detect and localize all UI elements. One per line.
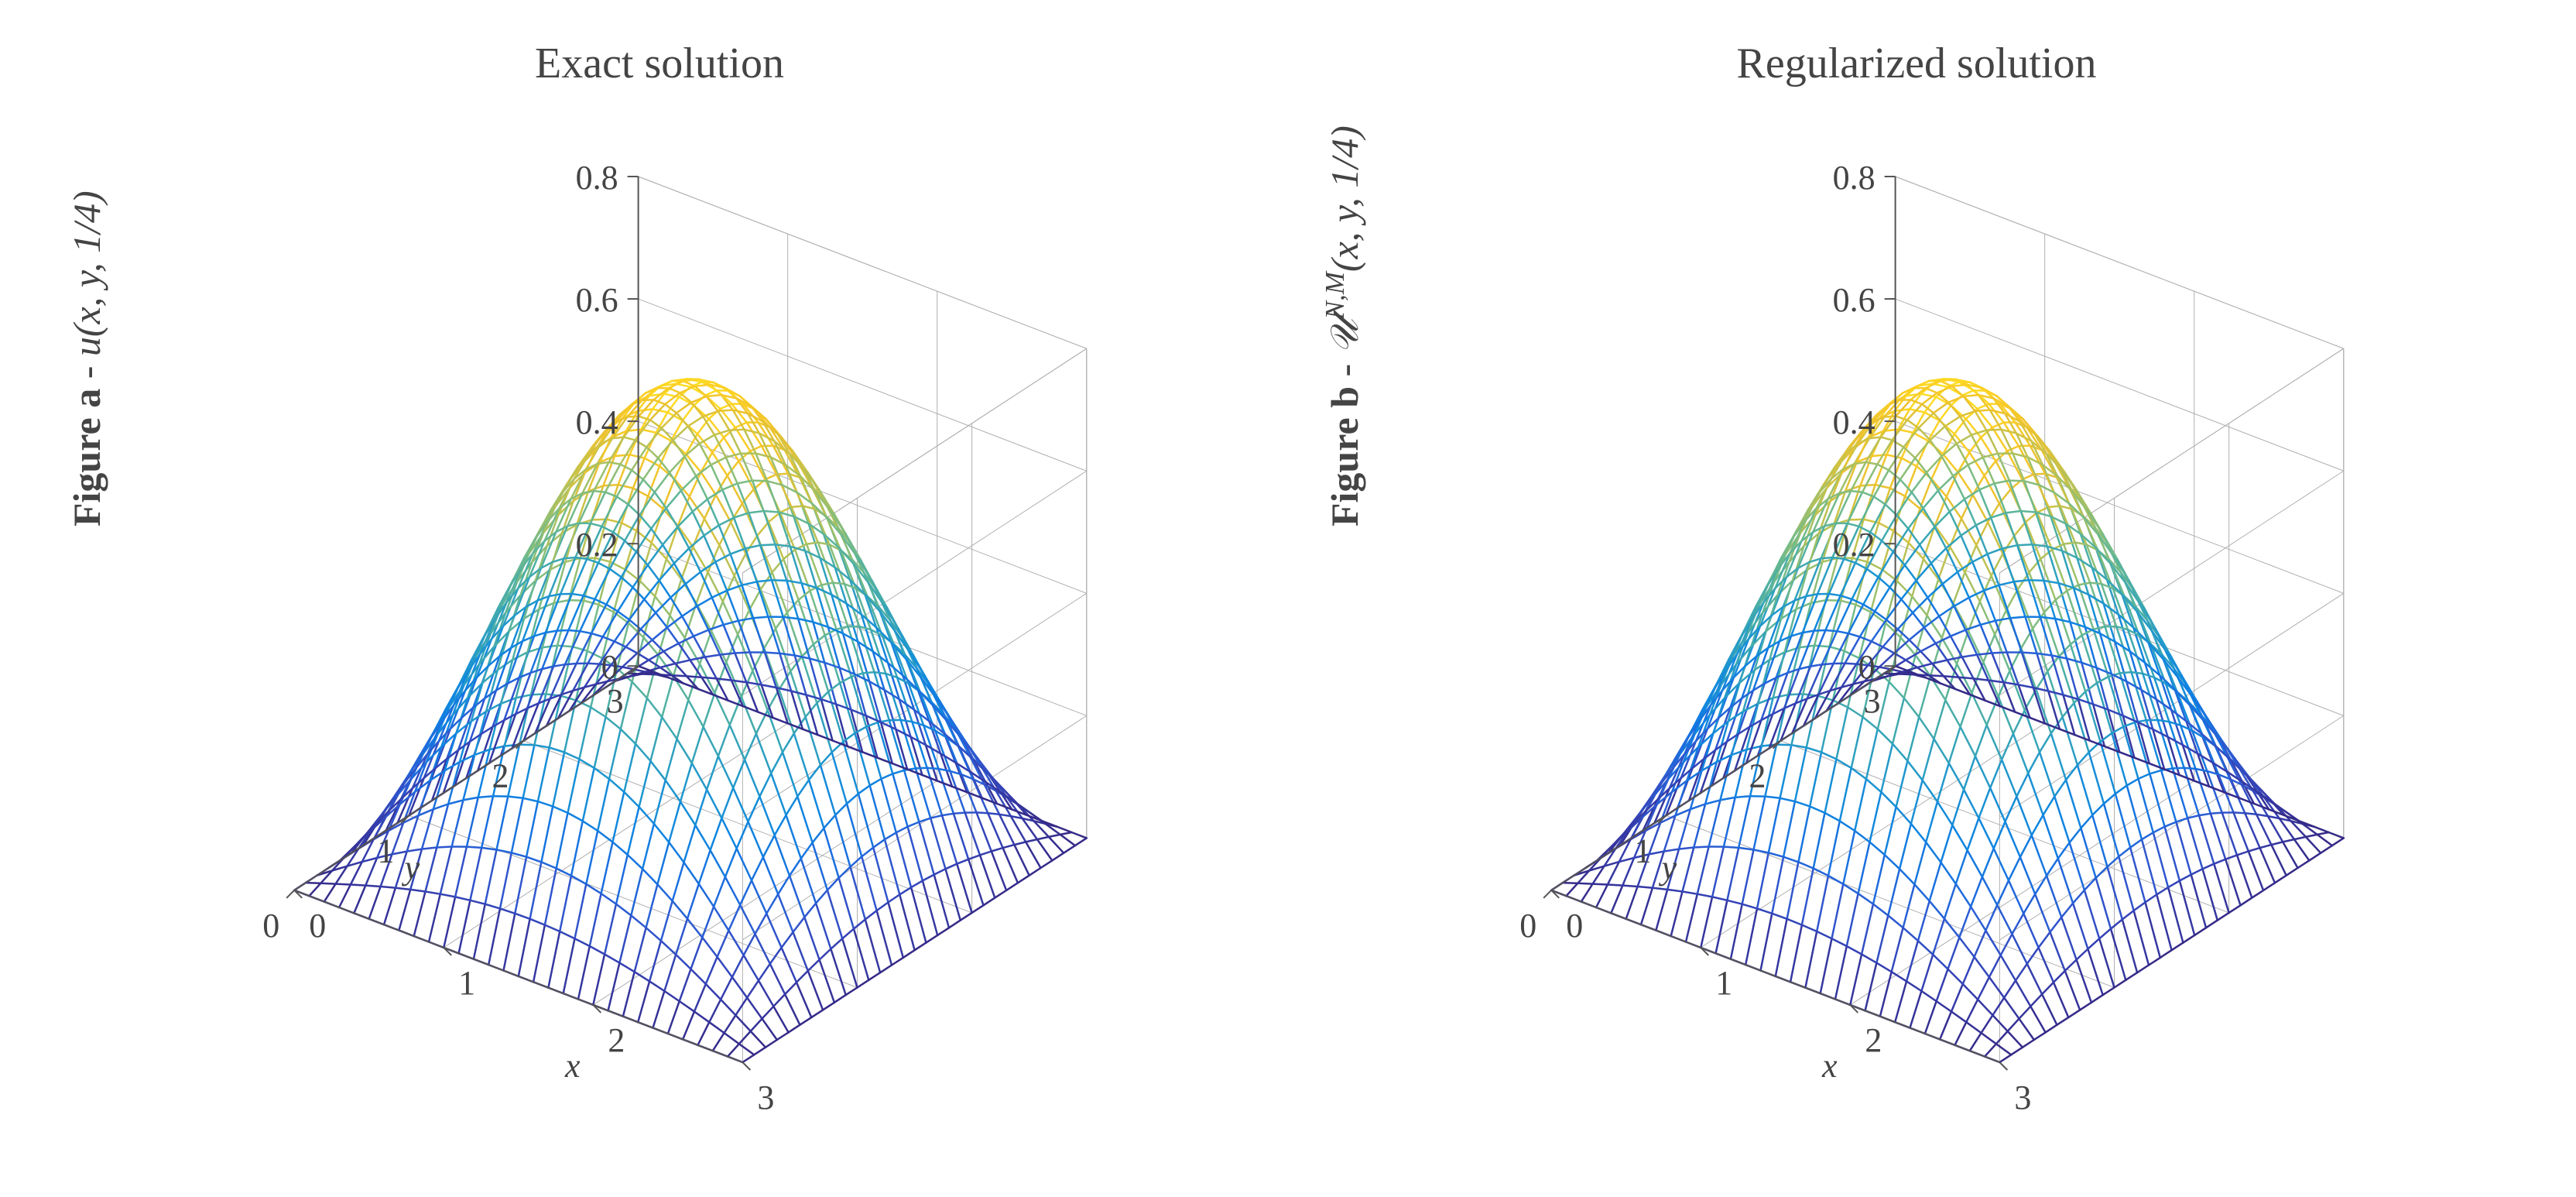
svg-text:3: 3 <box>1864 682 1881 720</box>
svg-text:3: 3 <box>2014 1079 2031 1116</box>
svg-text:1: 1 <box>458 964 475 1002</box>
surface-plot: 00.20.40.60.801230123xy <box>102 116 1279 1123</box>
x-axis-label: x <box>1821 1047 1838 1085</box>
svg-text:0.4: 0.4 <box>576 403 618 441</box>
svg-text:0: 0 <box>1858 648 1875 686</box>
svg-text:2: 2 <box>1749 757 1766 795</box>
svg-text:0: 0 <box>309 907 326 945</box>
svg-text:1: 1 <box>377 832 394 869</box>
svg-text:0: 0 <box>601 648 618 686</box>
svg-text:1: 1 <box>1715 964 1732 1002</box>
axes <box>1551 177 1999 1062</box>
svg-text:0: 0 <box>1519 907 1536 945</box>
svg-text:0.2: 0.2 <box>576 526 618 564</box>
svg-text:2: 2 <box>608 1021 625 1059</box>
y-axis-label: y <box>402 849 420 887</box>
y-axis-label: y <box>1659 849 1677 887</box>
panel-title: Regularized solution <box>1297 39 2536 88</box>
svg-text:1: 1 <box>1634 832 1651 869</box>
surface-plot: 00.20.40.60.801230123xy <box>1359 116 2536 1123</box>
surface-wireframe <box>1551 379 2344 1062</box>
svg-text:0.8: 0.8 <box>576 159 618 197</box>
panel-title: Exact solution <box>40 39 1279 88</box>
chart-panel-a: Exact solutionFigure a - u(x, y, 1/4)00.… <box>40 31 1279 1166</box>
figure-container: Exact solutionFigure a - u(x, y, 1/4)00.… <box>0 0 2576 1197</box>
svg-text:0: 0 <box>262 907 279 945</box>
svg-text:0.6: 0.6 <box>1833 281 1875 319</box>
svg-text:3: 3 <box>757 1079 774 1116</box>
svg-text:0.4: 0.4 <box>1833 403 1875 441</box>
chart-panel-b: Regularized solutionFigure b - 𝒰N,M(x, y… <box>1297 31 2536 1166</box>
x-axis-label: x <box>564 1047 581 1085</box>
svg-text:2: 2 <box>1865 1021 1882 1059</box>
svg-text:0: 0 <box>1566 907 1583 945</box>
svg-text:0.2: 0.2 <box>1833 526 1875 564</box>
svg-text:3: 3 <box>607 682 624 720</box>
svg-text:0.6: 0.6 <box>576 281 618 319</box>
svg-text:2: 2 <box>492 757 509 795</box>
surface-wireframe <box>294 379 1087 1062</box>
axes <box>294 177 742 1062</box>
svg-text:0.8: 0.8 <box>1833 159 1875 197</box>
